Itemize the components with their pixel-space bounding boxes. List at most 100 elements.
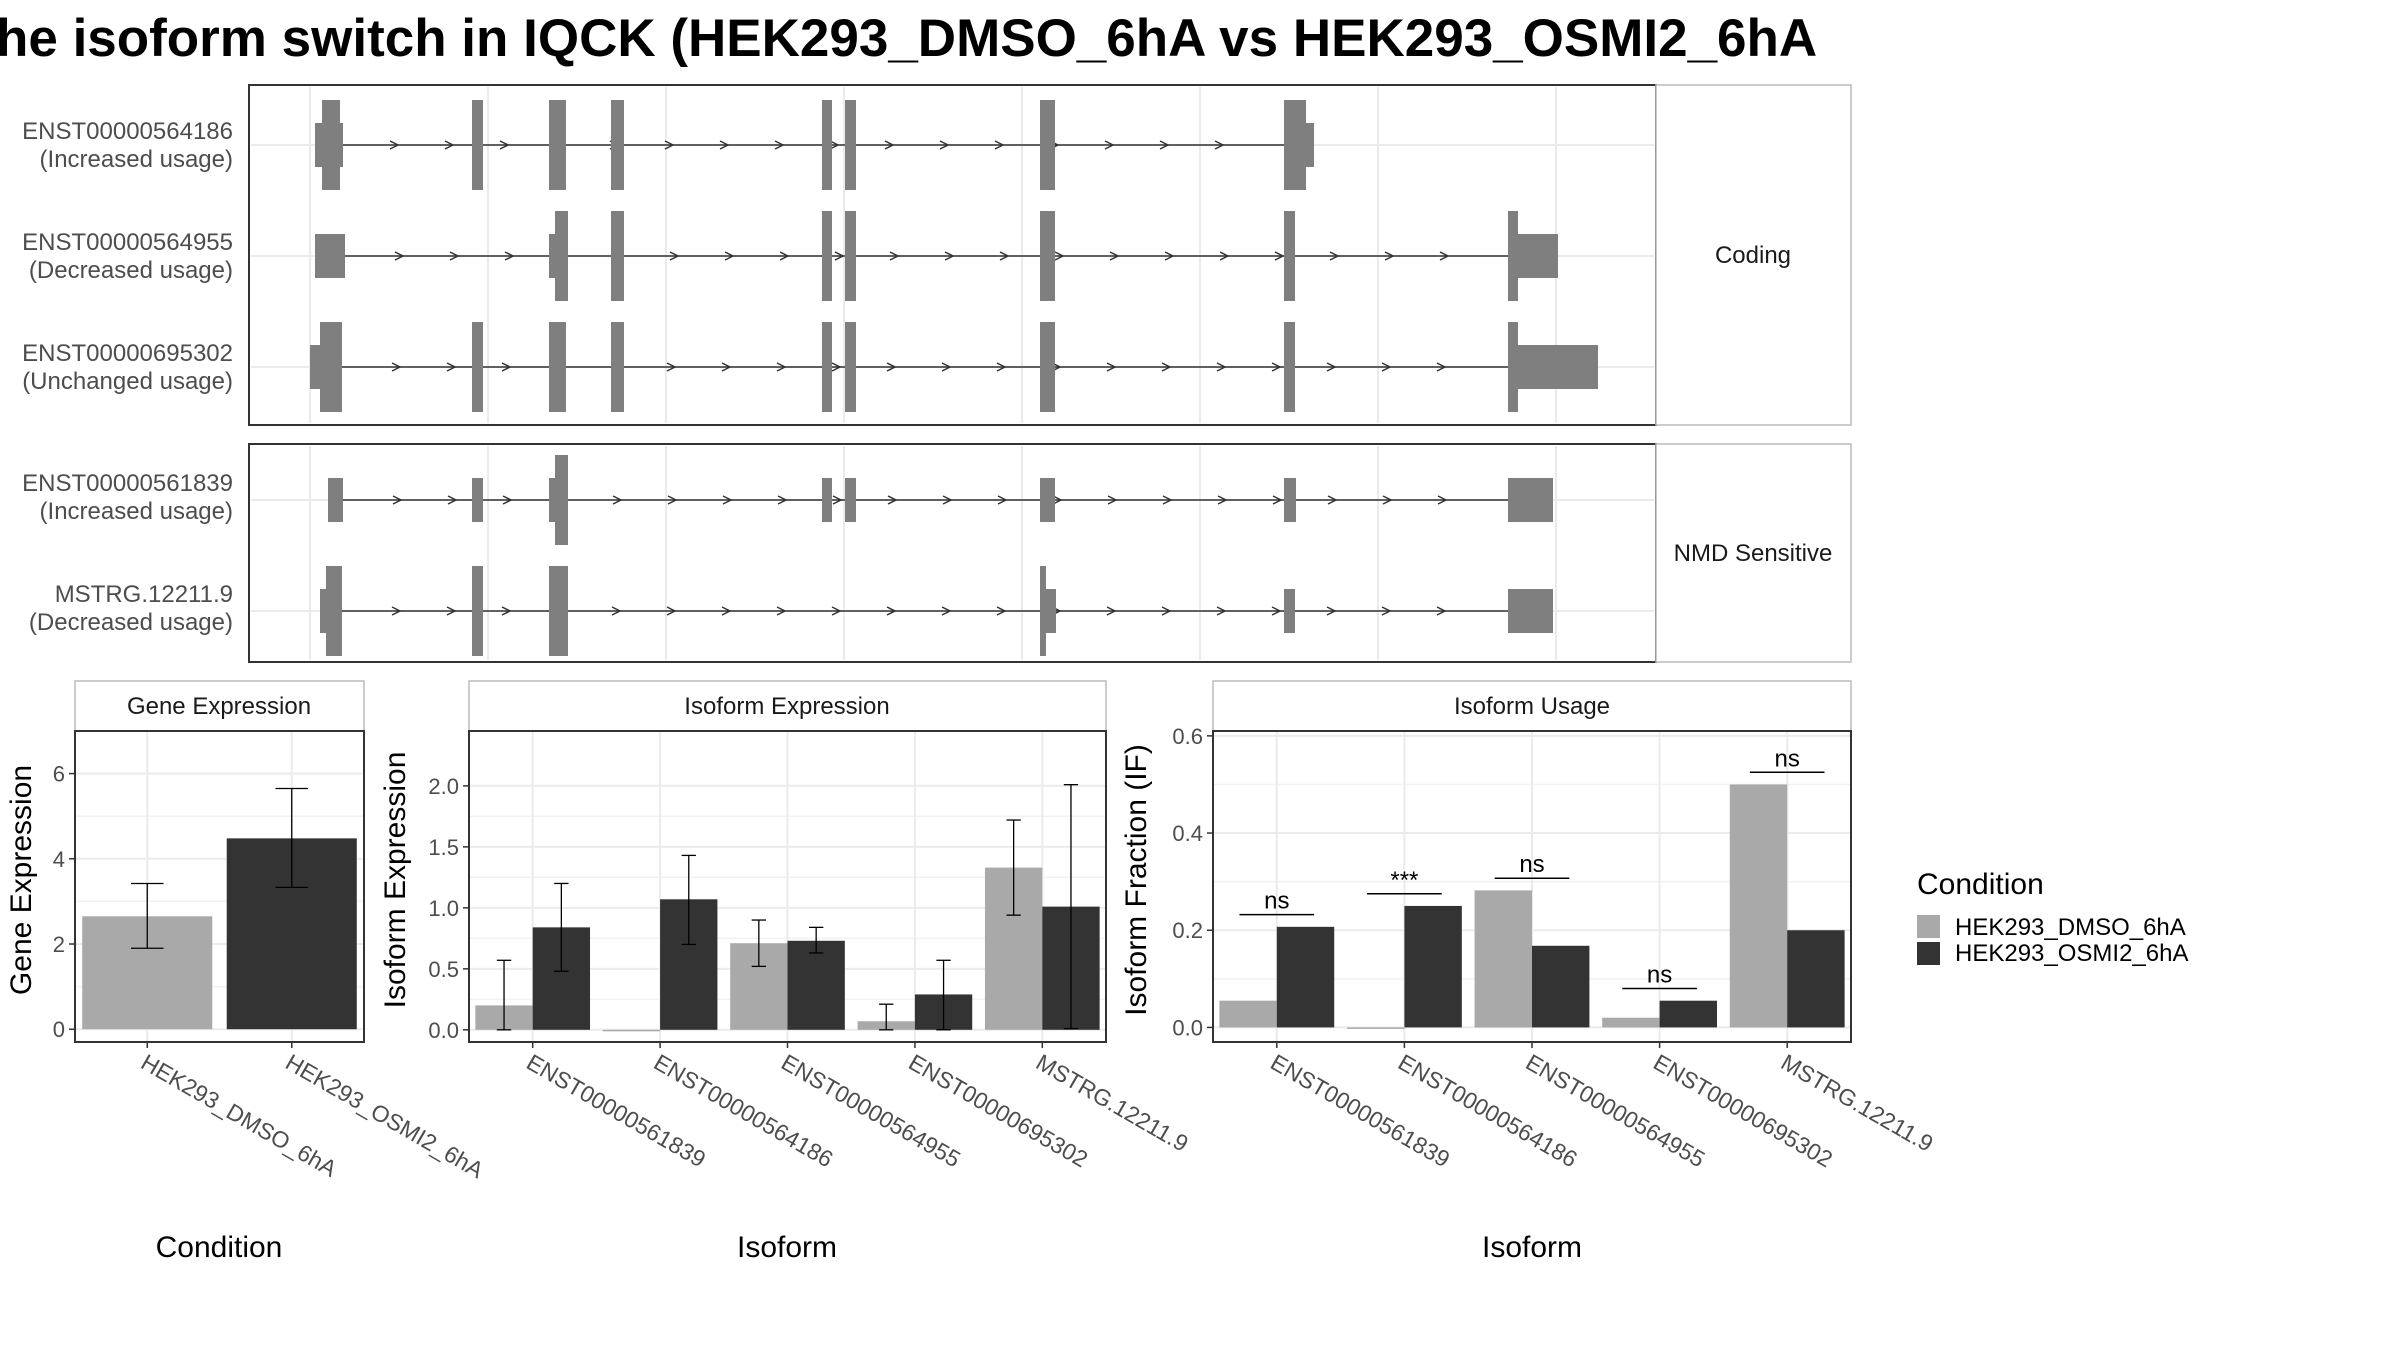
exon-block bbox=[822, 100, 832, 190]
exon-block bbox=[1040, 322, 1055, 412]
intron-arrow bbox=[721, 362, 732, 372]
exon-block bbox=[320, 322, 342, 412]
row-label-usage: (Increased usage) bbox=[40, 146, 233, 173]
intron-arrow bbox=[942, 495, 953, 505]
intron-arrow bbox=[1381, 362, 1392, 372]
intron-arrow bbox=[1219, 251, 1230, 261]
intron-arrow bbox=[719, 140, 730, 150]
exon-block bbox=[822, 211, 832, 301]
exon-block bbox=[1508, 322, 1518, 412]
exon-block bbox=[845, 478, 856, 522]
significance-label: *** bbox=[1390, 867, 1418, 894]
exon-block bbox=[1040, 211, 1055, 301]
intron-arrow bbox=[1052, 495, 1063, 505]
legend-label-osmi2: HEK293_OSMI2_6hA bbox=[1955, 940, 2188, 967]
intron-arrow bbox=[829, 140, 840, 150]
intron-arrow bbox=[886, 362, 897, 372]
exon-block bbox=[611, 322, 624, 412]
intron-arrow bbox=[939, 140, 950, 150]
row-label-usage: (Unchanged usage) bbox=[22, 368, 233, 395]
bar bbox=[1602, 1017, 1660, 1028]
plot-border bbox=[74, 730, 365, 1043]
exon-block bbox=[822, 478, 832, 522]
exon-block bbox=[1040, 566, 1046, 656]
intron-arrow bbox=[776, 606, 787, 616]
legend: Condition HEK293_DMSO_6hA HEK293_OSMI2_6… bbox=[1917, 868, 2188, 967]
exon-block bbox=[326, 566, 342, 656]
intron-arrow bbox=[391, 606, 402, 616]
intron-arrow bbox=[1272, 495, 1283, 505]
gene-expression-panel-title: Gene Expression bbox=[127, 693, 311, 720]
bar bbox=[1276, 926, 1335, 1028]
intron-arrow bbox=[1104, 140, 1115, 150]
row-label-id: MSTRG.12211.9 bbox=[55, 581, 233, 608]
intron-arrow bbox=[389, 140, 400, 150]
intron-arrow bbox=[994, 140, 1005, 150]
intron-arrow bbox=[446, 362, 457, 372]
intron-arrow bbox=[887, 495, 898, 505]
exon-block bbox=[1508, 589, 1553, 633]
row-label-usage: (Decreased usage) bbox=[29, 609, 233, 636]
intron-arrow bbox=[449, 251, 460, 261]
intron-arrow bbox=[1216, 606, 1227, 616]
exon-block bbox=[549, 566, 568, 656]
y-tick-label: 2 bbox=[53, 932, 65, 957]
intron-arrow bbox=[504, 251, 515, 261]
intron-arrow bbox=[1161, 606, 1172, 616]
isoform-usage-panel-title: Isoform Usage bbox=[1454, 693, 1610, 720]
intron-arrow bbox=[1054, 251, 1065, 261]
intron-arrow bbox=[1109, 251, 1120, 261]
plot-border bbox=[468, 730, 1107, 1043]
intron-arrow bbox=[1329, 251, 1340, 261]
isoform-usage-xlabel: Isoform bbox=[1482, 1231, 1582, 1264]
legend-label-dmso: HEK293_DMSO_6hA bbox=[1955, 914, 2186, 941]
intron-arrow bbox=[1162, 495, 1173, 505]
intron-arrow bbox=[941, 606, 952, 616]
intron-arrow bbox=[831, 362, 842, 372]
intron-arrow bbox=[831, 606, 842, 616]
intron-arrow bbox=[1107, 495, 1118, 505]
row-label-usage: (Increased usage) bbox=[40, 498, 233, 525]
intron-arrow bbox=[669, 251, 680, 261]
exon-block bbox=[1284, 478, 1296, 522]
y-tick-label: 0.2 bbox=[1172, 918, 1203, 943]
exon-block bbox=[1040, 100, 1055, 190]
exon-block bbox=[845, 322, 856, 412]
intron-arrow bbox=[1381, 606, 1392, 616]
significance-label: ns bbox=[1519, 851, 1544, 878]
y-tick-label: 4 bbox=[53, 847, 65, 872]
exon-block bbox=[472, 566, 483, 656]
exon-block bbox=[822, 322, 832, 412]
bar bbox=[1729, 784, 1788, 1028]
intron-arrow bbox=[391, 362, 402, 372]
intron-arrow bbox=[996, 606, 1007, 616]
exon-block bbox=[611, 100, 624, 190]
row-label-id: ENST00000564186 bbox=[22, 118, 233, 145]
intron-arrow bbox=[1217, 495, 1228, 505]
intron-arrow bbox=[722, 495, 733, 505]
intron-arrow bbox=[394, 251, 405, 261]
intron-arrow bbox=[501, 362, 512, 372]
exon-block bbox=[310, 345, 320, 389]
isoform-expression-strip bbox=[468, 680, 1107, 732]
exon-block bbox=[315, 234, 345, 278]
y-tick-label: 1.0 bbox=[428, 896, 459, 921]
exon-block bbox=[472, 478, 483, 522]
intron-arrow bbox=[1271, 362, 1282, 372]
intron-arrow bbox=[776, 362, 787, 372]
row-label-usage: (Decreased usage) bbox=[29, 257, 233, 284]
y-tick-label: 6 bbox=[53, 762, 65, 787]
exon-block bbox=[549, 478, 555, 522]
intron-arrow bbox=[941, 362, 952, 372]
intron-arrow bbox=[1216, 362, 1227, 372]
legend-key-dmso bbox=[1917, 915, 1940, 938]
row-label-id: ENST00000561839 bbox=[22, 470, 233, 497]
y-tick-label: 2.0 bbox=[428, 774, 459, 799]
significance-label: ns bbox=[1264, 888, 1289, 915]
intron-arrow bbox=[611, 606, 622, 616]
exon-block bbox=[1284, 322, 1295, 412]
exon-block bbox=[1306, 123, 1314, 167]
significance-label: ns bbox=[1775, 745, 1800, 772]
row-label-id: ENST00000564955 bbox=[22, 229, 233, 256]
